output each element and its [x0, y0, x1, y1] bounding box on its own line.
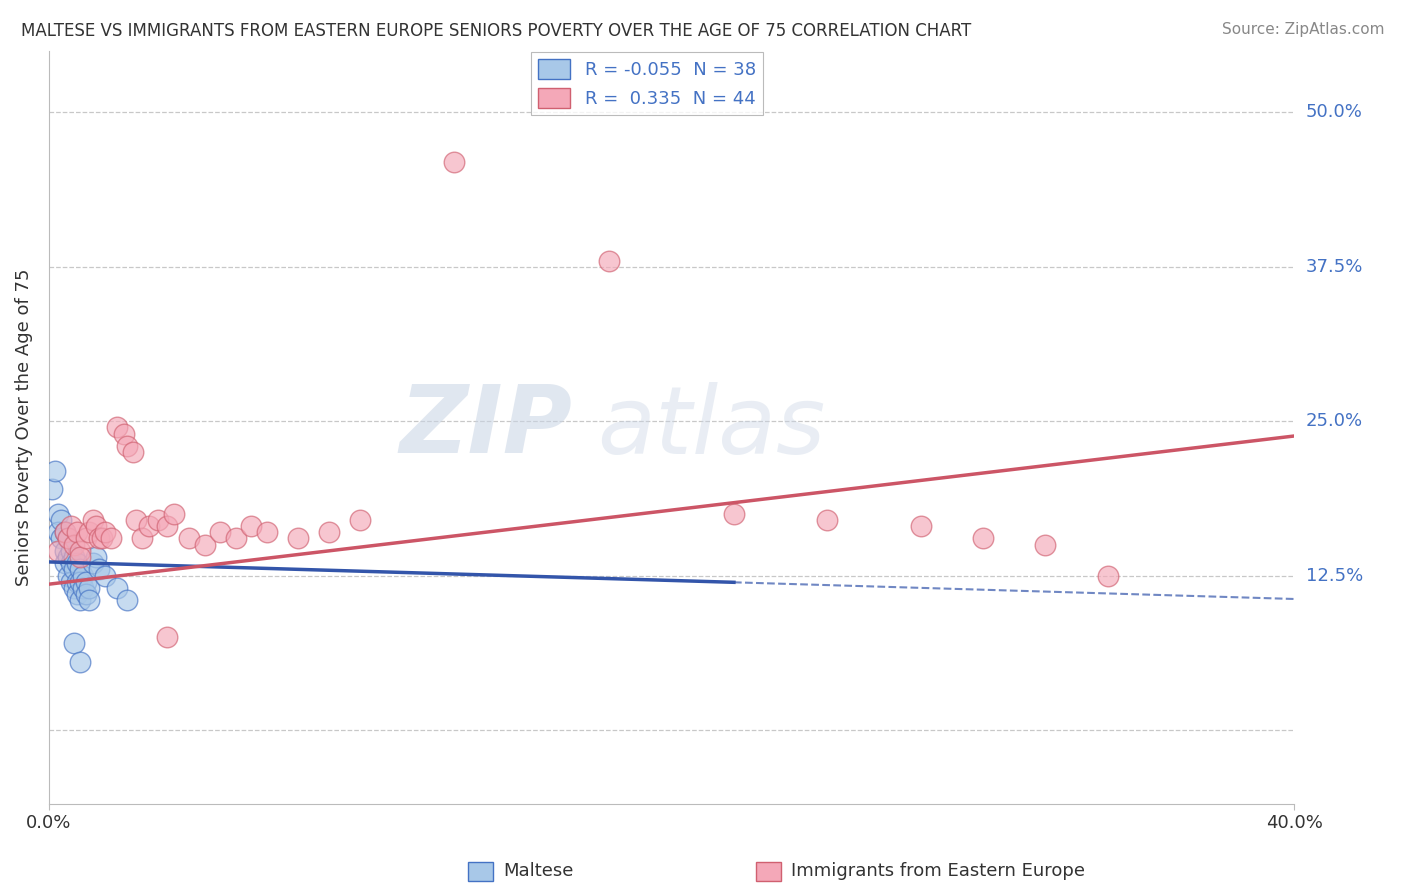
Point	[349, 513, 371, 527]
Text: ZIP: ZIP	[399, 382, 572, 474]
Point	[115, 439, 138, 453]
Point	[53, 544, 76, 558]
Point	[53, 525, 76, 540]
Point	[75, 587, 97, 601]
Point	[63, 538, 86, 552]
Point	[69, 544, 91, 558]
Point	[112, 426, 135, 441]
Point	[51, 532, 73, 546]
Point	[256, 525, 278, 540]
Point	[63, 636, 86, 650]
Point	[94, 568, 117, 582]
Point	[815, 513, 838, 527]
Point	[79, 581, 101, 595]
Point	[46, 507, 69, 521]
Point	[56, 532, 79, 546]
Point	[318, 525, 340, 540]
Point	[107, 581, 129, 595]
Point	[125, 513, 148, 527]
Point	[1033, 538, 1056, 552]
Y-axis label: Seniors Poverty Over the Age of 75: Seniors Poverty Over the Age of 75	[15, 268, 32, 586]
Point	[107, 420, 129, 434]
Text: MALTESE VS IMMIGRANTS FROM EASTERN EUROPE SENIORS POVERTY OVER THE AGE OF 75 COR: MALTESE VS IMMIGRANTS FROM EASTERN EUROP…	[21, 22, 972, 40]
Point	[66, 574, 89, 589]
Point	[66, 587, 89, 601]
Point	[56, 568, 79, 582]
Point	[56, 532, 79, 546]
Point	[598, 253, 620, 268]
Point	[66, 525, 89, 540]
Point	[56, 549, 79, 564]
Point	[53, 556, 76, 570]
Point	[69, 655, 91, 669]
Point	[53, 525, 76, 540]
Point	[194, 538, 217, 552]
Point	[59, 556, 82, 570]
Point	[156, 519, 179, 533]
Text: 50.0%: 50.0%	[1306, 103, 1362, 121]
Point	[225, 532, 247, 546]
Point	[177, 532, 200, 546]
Point	[59, 574, 82, 589]
Point	[122, 445, 145, 459]
Point	[84, 549, 107, 564]
Point	[100, 532, 122, 546]
Point	[63, 549, 86, 564]
Point	[1097, 568, 1119, 582]
Point	[75, 574, 97, 589]
Point	[63, 562, 86, 576]
Point	[156, 630, 179, 644]
Point	[79, 525, 101, 540]
Point	[162, 507, 184, 521]
Point	[72, 568, 94, 582]
Point	[240, 519, 263, 533]
Point	[131, 532, 153, 546]
Point	[44, 464, 66, 478]
Text: 12.5%: 12.5%	[1306, 566, 1362, 584]
Point	[69, 593, 91, 607]
Point	[94, 525, 117, 540]
Point	[146, 513, 169, 527]
Point	[910, 519, 932, 533]
Point	[87, 562, 110, 576]
Point	[87, 532, 110, 546]
Point	[63, 581, 86, 595]
Point	[69, 549, 91, 564]
Point	[59, 519, 82, 533]
Text: Maltese: Maltese	[503, 863, 574, 880]
Legend: R = -0.055  N = 38, R =  0.335  N = 44: R = -0.055 N = 38, R = 0.335 N = 44	[530, 52, 763, 115]
Point	[69, 574, 91, 589]
Point	[69, 562, 91, 576]
Point	[75, 532, 97, 546]
Point	[115, 593, 138, 607]
Point	[66, 556, 89, 570]
Point	[72, 581, 94, 595]
Point	[46, 544, 69, 558]
Point	[79, 593, 101, 607]
Point	[41, 482, 63, 496]
Point	[972, 532, 994, 546]
Text: 37.5%: 37.5%	[1306, 258, 1362, 276]
Point	[209, 525, 232, 540]
Point	[46, 525, 69, 540]
Point	[723, 507, 745, 521]
Point	[138, 519, 160, 533]
Text: 25.0%: 25.0%	[1306, 412, 1362, 430]
Point	[443, 154, 465, 169]
Point	[90, 532, 112, 546]
Point	[82, 556, 104, 570]
Text: Immigrants from Eastern Europe: Immigrants from Eastern Europe	[792, 863, 1085, 880]
Point	[59, 544, 82, 558]
Point	[51, 513, 73, 527]
Text: atlas: atlas	[598, 382, 825, 473]
Point	[84, 519, 107, 533]
Point	[287, 532, 309, 546]
Text: Source: ZipAtlas.com: Source: ZipAtlas.com	[1222, 22, 1385, 37]
Point	[82, 513, 104, 527]
